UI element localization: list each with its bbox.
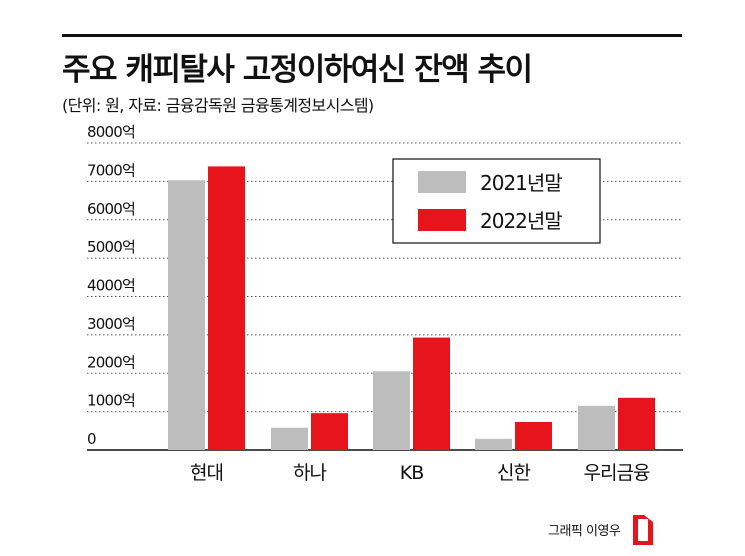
chart-subtitle: (단위: 원, 자료: 금융감독원 금융통계정보시스템) bbox=[62, 96, 374, 115]
y-tick-label: 7000억 bbox=[87, 161, 135, 179]
x-tick-label: KB bbox=[400, 462, 424, 484]
x-tick-label: 현대 bbox=[190, 462, 223, 484]
y-tick-label: 1000억 bbox=[87, 392, 135, 410]
legend-label: 2022년말 bbox=[480, 209, 562, 233]
bar bbox=[413, 337, 450, 450]
graphic-credit: 그래픽 이영우 bbox=[548, 524, 621, 539]
x-tick-label: 신한 bbox=[497, 462, 530, 484]
title-rule bbox=[62, 34, 682, 37]
bar bbox=[373, 371, 410, 450]
bar bbox=[168, 180, 205, 450]
legend-swatch bbox=[418, 209, 466, 231]
bar bbox=[311, 413, 348, 450]
y-tick-label: 5000억 bbox=[87, 238, 135, 256]
chart-title: 주요 캐피탈사 고정이하여신 잔액 추이 bbox=[62, 52, 533, 88]
y-tick-label: 0 bbox=[87, 430, 96, 448]
y-tick-label: 3000억 bbox=[87, 315, 135, 333]
publisher-logo-icon bbox=[633, 515, 653, 545]
bar bbox=[208, 166, 245, 450]
bar bbox=[618, 397, 655, 450]
x-tick-label: 우리금융 bbox=[584, 462, 650, 484]
bar bbox=[578, 405, 615, 450]
bar bbox=[515, 421, 552, 450]
legend-label: 2021년말 bbox=[480, 171, 562, 195]
y-tick-label: 8000억 bbox=[87, 123, 135, 141]
y-tick-label: 4000억 bbox=[87, 277, 135, 295]
bar bbox=[475, 438, 512, 450]
legend-swatch bbox=[418, 171, 466, 193]
x-tick-label: 하나 bbox=[293, 462, 326, 484]
y-tick-label: 2000억 bbox=[87, 353, 135, 371]
bar bbox=[271, 427, 308, 450]
y-tick-label: 6000억 bbox=[87, 200, 135, 218]
